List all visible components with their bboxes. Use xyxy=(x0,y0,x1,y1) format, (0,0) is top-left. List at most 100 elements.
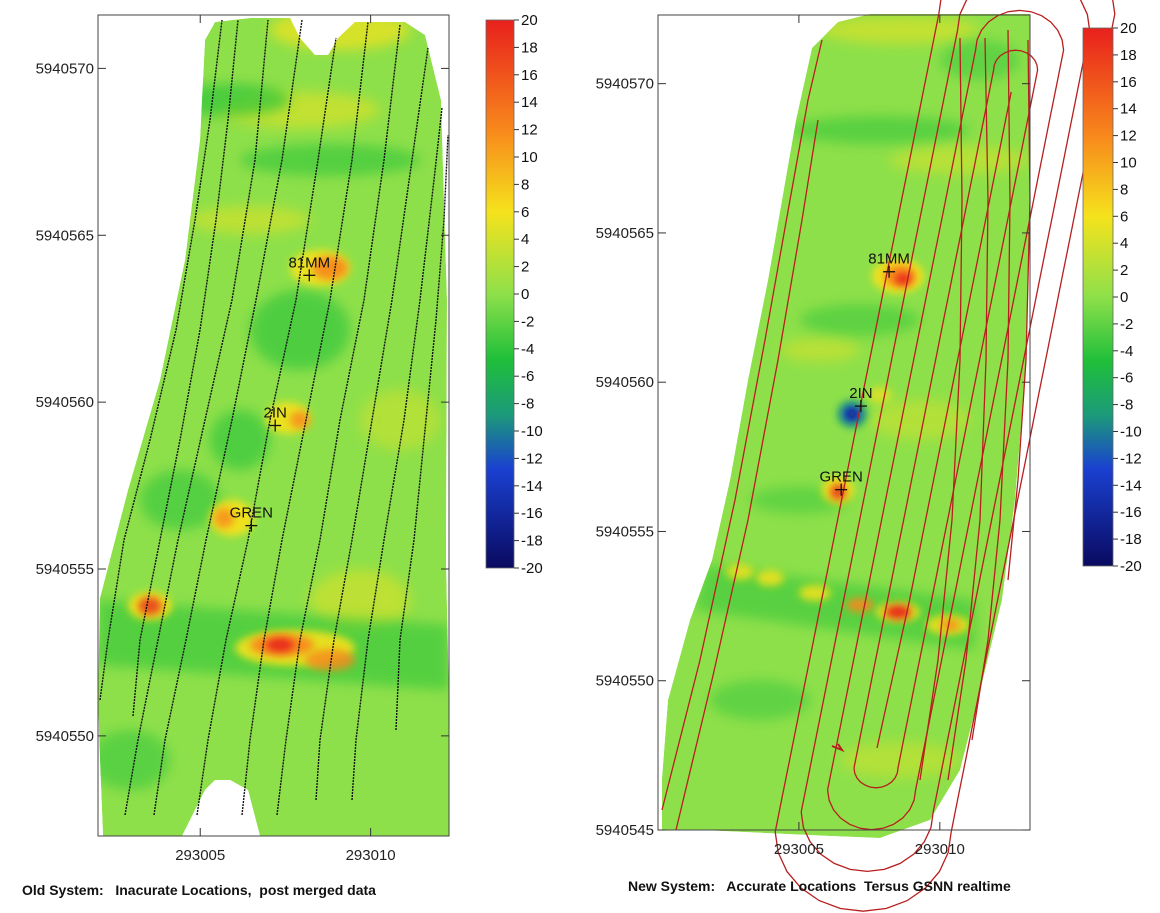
new-system-target-81mm: 81MM xyxy=(868,251,910,278)
new-system-field-feature xyxy=(710,680,810,720)
old-system-colorbar: 20181614121086420-2-4-6-8-10-12-14-16-18… xyxy=(485,12,543,577)
old-system-caption: Old System: Inacurate Locations, post me… xyxy=(22,882,376,898)
new-system-survey-line xyxy=(971,29,1011,741)
old-system-colorbar-tick-label: 14 xyxy=(521,94,538,111)
old-system-survey-line xyxy=(153,19,303,816)
new-system-axis-ticks: 5940545 5940550 5940555 5940560 5940565 59405… xyxy=(596,15,1030,858)
new-system-y-tick-label: 5940570 xyxy=(596,76,654,93)
new-system-caption: New System: Accurate Locations Tersus GS… xyxy=(628,878,1011,894)
new-system-colorbar-tick-label: -18 xyxy=(1120,531,1142,548)
new-system-y-tick-label: 5940560 xyxy=(596,374,654,391)
new-system-colorbar-tick-label: 12 xyxy=(1120,128,1137,145)
new-system-colorbar-tick-label: -12 xyxy=(1120,450,1142,467)
new-system-field-feature xyxy=(790,116,970,144)
new-system-colorbar-tick-label: -2 xyxy=(1120,316,1133,333)
new-system-y-tick-label: 5940545 xyxy=(596,822,654,839)
old-system-colorbar-tick-label: 20 xyxy=(521,12,538,29)
new-system-colorbar-tick-label: -8 xyxy=(1120,397,1133,414)
old-system-colorbar-tick-label: 6 xyxy=(521,204,529,221)
old-system-target-label: 81MM xyxy=(288,254,330,271)
new-system-colorbar-tick-label: -14 xyxy=(1120,477,1142,494)
old-system-anomaly xyxy=(305,649,355,671)
old-system-colorbar-tick-label: 18 xyxy=(521,39,538,56)
old-system-x-tick-label: 293005 xyxy=(175,847,225,864)
old-system-panel: 81MM 2IN GREN 5940550 5940555 5940560 5940565… xyxy=(36,12,543,864)
new-system-y-tick-label: 5940565 xyxy=(596,225,654,242)
old-system-survey-line xyxy=(395,134,449,731)
new-system-target-gren: GREN xyxy=(820,469,863,496)
old-system-target-gren: GREN xyxy=(230,505,273,532)
new-system-x-tick-label: 293010 xyxy=(915,841,965,858)
new-system-colorbar-tick-label: 10 xyxy=(1120,155,1137,172)
old-system-colorbar-tick-label: -12 xyxy=(521,450,543,467)
old-system-colorbar-tick-label: -8 xyxy=(521,396,534,413)
old-system-target-label: GREN xyxy=(230,505,273,522)
old-system-y-tick-label: 5940570 xyxy=(36,60,94,77)
new-system-colorbar-tick-label: -4 xyxy=(1120,343,1133,360)
new-system-colorbar-tick-label: 0 xyxy=(1120,289,1128,306)
old-system-field-feature xyxy=(210,410,270,470)
old-system-x-tick-label: 293010 xyxy=(346,847,396,864)
old-system-colorbar-tick-label: -20 xyxy=(521,560,543,577)
new-system-target-label: GREN xyxy=(820,469,863,486)
new-system-target-label: 2IN xyxy=(849,385,872,402)
old-system-survey-line xyxy=(276,24,401,816)
new-system-target-2in: 2IN xyxy=(849,385,873,413)
new-system-survey-line xyxy=(675,119,819,831)
old-system-survey-line xyxy=(315,47,429,801)
new-system-colorbar-tick-label: -20 xyxy=(1120,558,1142,575)
old-system-field-feature xyxy=(140,470,220,530)
old-system-field-feature xyxy=(270,18,410,50)
new-system-anomaly xyxy=(846,598,874,612)
old-system-survey-line xyxy=(241,21,369,816)
new-system-field-feature xyxy=(800,304,920,336)
old-system-target-2in: 2IN xyxy=(264,405,287,432)
new-system-y-tick-label: 5940550 xyxy=(596,673,654,690)
old-system-field-feature xyxy=(250,290,350,370)
old-system-y-tick-label: 5940550 xyxy=(36,728,94,745)
old-system-y-tick-label: 5940555 xyxy=(36,561,94,578)
old-system-colorbar-tick-label: -10 xyxy=(521,423,543,440)
new-system-anomaly xyxy=(799,585,831,601)
old-system-colorbar-tick-label: 8 xyxy=(521,176,529,193)
new-system-target-label: 81MM xyxy=(868,251,910,268)
new-system-survey-line xyxy=(853,49,1039,789)
old-system-anomaly xyxy=(266,638,294,652)
old-system-survey-line xyxy=(196,37,337,816)
new-system-survey-line xyxy=(774,0,1116,912)
new-system-colorbar-tick-label: 14 xyxy=(1120,101,1137,118)
new-system-targets: 81MM 2IN GREN xyxy=(820,251,910,496)
new-system-colorbar-tick-label: -16 xyxy=(1120,504,1142,521)
old-system-colorbar-scale xyxy=(485,19,515,569)
new-system-colorbar-tick-label: -10 xyxy=(1120,424,1142,441)
old-system-colorbar-tick-label: -16 xyxy=(521,505,543,522)
new-system-plot-frame xyxy=(657,14,1031,831)
old-system-colorbar-tick-label: 10 xyxy=(521,149,538,166)
old-system-colorbar-tick-label: 16 xyxy=(521,67,538,84)
old-system-field-feature xyxy=(190,206,310,234)
new-system-magnetic-field xyxy=(662,14,1030,838)
old-system-magnetic-field xyxy=(98,18,449,836)
old-system-field-feature xyxy=(98,730,170,790)
old-system-survey-line xyxy=(351,107,443,801)
old-system-targets: 81MM 2IN GREN xyxy=(230,254,330,532)
new-system-field-feature xyxy=(870,400,970,440)
old-system-y-tick-label: 5940560 xyxy=(36,394,94,411)
old-system-field-feature xyxy=(310,570,410,630)
new-system-anomaly xyxy=(848,410,856,418)
old-system-target-label: 2IN xyxy=(264,405,287,422)
old-system-colorbar-tick-label: -18 xyxy=(521,533,543,550)
new-system-colorbar-tick-label: 16 xyxy=(1120,74,1137,91)
new-system-survey-line-end xyxy=(831,743,845,753)
new-system-anomaly xyxy=(756,570,784,586)
old-system-y-tick-label: 5940565 xyxy=(36,227,94,244)
new-system-field-feature xyxy=(890,146,1030,174)
old-system-colorbar-tick-label: -14 xyxy=(521,478,543,495)
new-system-colorbar-tick-label: 18 xyxy=(1120,47,1137,64)
new-system-colorbar: 20181614121086420-2-4-6-8-10-12-14-16-18… xyxy=(1082,20,1142,575)
old-system-plot-frame xyxy=(97,14,450,837)
old-system-survey-line xyxy=(99,19,223,701)
new-system-anomaly xyxy=(940,619,960,631)
new-system-survey-line xyxy=(1007,39,1031,581)
